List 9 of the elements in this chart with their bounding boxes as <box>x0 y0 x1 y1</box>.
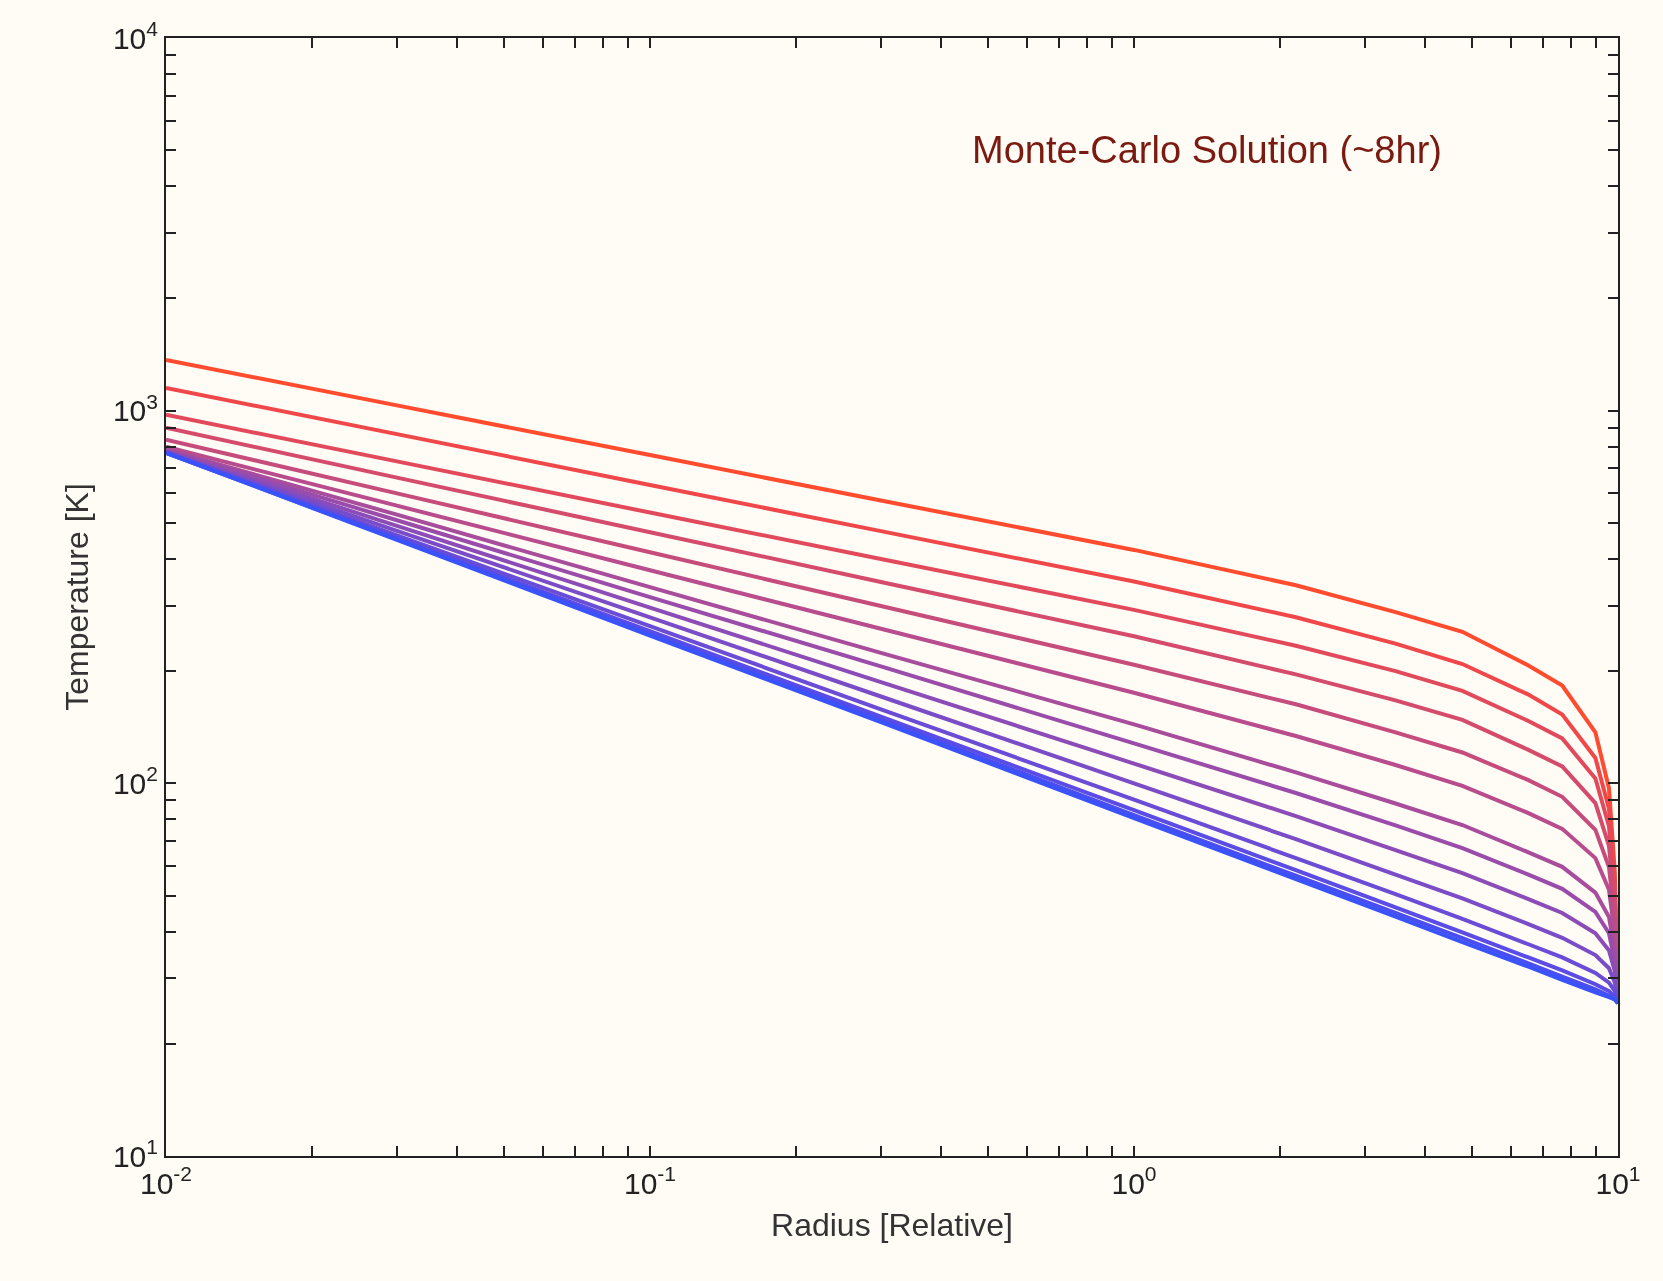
y-axis-title: Temperature [K] <box>58 483 95 711</box>
x-tick-label: 10$^{-1}$ <box>623 1162 677 1200</box>
x-axis-title: Radius [Relative] <box>771 1207 1013 1244</box>
annotation: Monte-Carlo Solution (~8hr) <box>972 129 1442 171</box>
y-tick-label: 10$^{3}$ <box>112 389 158 428</box>
x-tick-label: 10$^{0}$ <box>1111 1162 1157 1200</box>
y-tick-label: 10$^{2}$ <box>112 762 158 800</box>
x-tick-label: 10$^{1}$ <box>1595 1162 1641 1200</box>
y-tick-label: 10$^{4}$ <box>112 16 159 55</box>
